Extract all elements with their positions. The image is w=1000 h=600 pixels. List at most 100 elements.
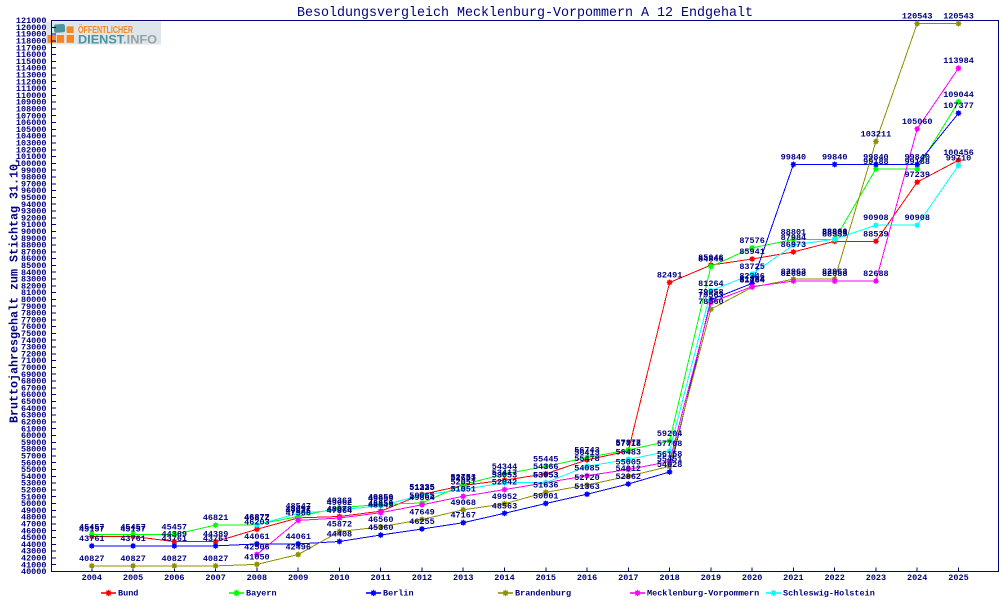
svg-text:82491: 82491 [657,271,683,281]
svg-text:65000: 65000 [21,397,47,407]
svg-text:87000: 87000 [21,247,47,257]
svg-text:94000: 94000 [21,200,47,210]
svg-text:59204: 59204 [657,429,683,439]
svg-text:79000: 79000 [21,302,47,312]
svg-text:105060: 105060 [902,117,933,127]
svg-text:74000: 74000 [21,336,47,346]
svg-text:52051: 52051 [450,478,476,488]
svg-text:90000: 90000 [21,227,47,237]
svg-text:97000: 97000 [21,179,47,189]
svg-text:DIENST.INFO: DIENST .INFO [78,35,157,47]
svg-text:59000: 59000 [21,438,47,448]
svg-text:44408: 44408 [327,530,353,540]
svg-text:40827: 40827 [79,554,105,564]
svg-text:111000: 111000 [16,84,47,94]
svg-text:49859: 49859 [368,492,394,502]
svg-text:2014: 2014 [494,573,514,583]
svg-text:49362: 49362 [327,496,353,506]
svg-text:99000: 99000 [21,166,47,176]
svg-text:45360: 45360 [368,523,394,533]
svg-text:43761: 43761 [79,534,105,544]
svg-text:114000: 114000 [16,64,47,74]
svg-text:45457: 45457 [120,522,146,532]
svg-text:120543: 120543 [943,12,974,22]
svg-text:ÖFFENTLICHER: ÖFFENTLICHER [78,23,133,36]
svg-text:48078: 48078 [327,505,353,515]
svg-text:103211: 103211 [861,130,892,140]
svg-text:48097: 48097 [285,504,311,514]
svg-text:86000: 86000 [21,254,47,264]
svg-text:118000: 118000 [16,37,47,47]
svg-text:52753: 52753 [450,473,476,483]
svg-text:64000: 64000 [21,404,47,414]
svg-text:51636: 51636 [533,480,559,490]
svg-text:66000: 66000 [21,390,47,400]
svg-text:109000: 109000 [16,98,47,108]
svg-text:2023: 2023 [866,573,886,583]
svg-text:50065: 50065 [409,491,435,501]
svg-text:83725: 83725 [739,262,765,272]
svg-text:87984: 87984 [781,233,807,243]
svg-text:43761: 43761 [162,534,188,544]
svg-text:49804: 49804 [409,493,435,503]
svg-text:51363: 51363 [574,482,600,492]
svg-text:85941: 85941 [739,247,765,257]
svg-text:45157: 45157 [120,524,146,534]
svg-text:40827: 40827 [120,554,146,564]
svg-text:2017: 2017 [618,573,638,583]
svg-text:52000: 52000 [21,485,47,495]
svg-text:53000: 53000 [21,479,47,489]
svg-text:2019: 2019 [701,573,721,583]
svg-text:43000: 43000 [21,547,47,557]
svg-text:2009: 2009 [288,573,308,583]
svg-text:45457: 45457 [162,522,188,532]
svg-text:98000: 98000 [21,173,47,183]
svg-text:Bund: Bund [118,589,138,599]
svg-text:42496: 42496 [285,543,311,553]
svg-text:51000: 51000 [21,492,47,502]
svg-text:70000: 70000 [21,363,47,373]
svg-text:117000: 117000 [16,43,47,53]
svg-text:44000: 44000 [21,540,47,550]
svg-text:51335: 51335 [409,482,435,492]
svg-text:86973: 86973 [781,240,807,250]
svg-text:2013: 2013 [453,573,473,583]
svg-text:88000: 88000 [21,241,47,251]
svg-text:56483: 56483 [616,447,642,457]
svg-text:108000: 108000 [16,105,47,115]
svg-text:84846: 84846 [698,254,724,264]
svg-text:83000: 83000 [21,275,47,285]
svg-text:90908: 90908 [863,213,889,223]
svg-text:2016: 2016 [577,573,597,583]
svg-text:113984: 113984 [943,56,974,66]
svg-text:42506: 42506 [244,543,270,553]
svg-text:2025: 2025 [948,573,968,583]
svg-text:88860: 88860 [822,227,848,237]
svg-text:45000: 45000 [21,533,47,543]
svg-text:56158: 56158 [657,450,683,460]
svg-text:78560: 78560 [698,297,724,307]
svg-text:100000: 100000 [16,159,47,169]
svg-text:47876: 47876 [285,506,311,516]
svg-text:79958: 79958 [698,288,724,298]
svg-text:41000: 41000 [21,560,47,570]
svg-text:56000: 56000 [21,458,47,468]
svg-text:51225: 51225 [409,483,435,493]
svg-text:77000: 77000 [21,315,47,325]
svg-text:2006: 2006 [164,573,184,583]
svg-text:88539: 88539 [863,229,889,239]
svg-text:46560: 46560 [368,515,394,525]
svg-text:48000: 48000 [21,513,47,523]
svg-text:62000: 62000 [21,417,47,427]
svg-text:78000: 78000 [21,309,47,319]
svg-text:53053: 53053 [533,471,559,481]
svg-text:52042: 52042 [492,478,518,488]
svg-text:41050: 41050 [244,552,270,562]
svg-text:96000: 96000 [21,186,47,196]
svg-text:101000: 101000 [16,152,47,162]
svg-text:100456: 100456 [943,148,974,158]
svg-text:99840: 99840 [781,152,807,162]
svg-text:99710: 99710 [946,153,972,163]
svg-text:43761: 43761 [120,534,146,544]
svg-text:40000: 40000 [21,567,47,577]
